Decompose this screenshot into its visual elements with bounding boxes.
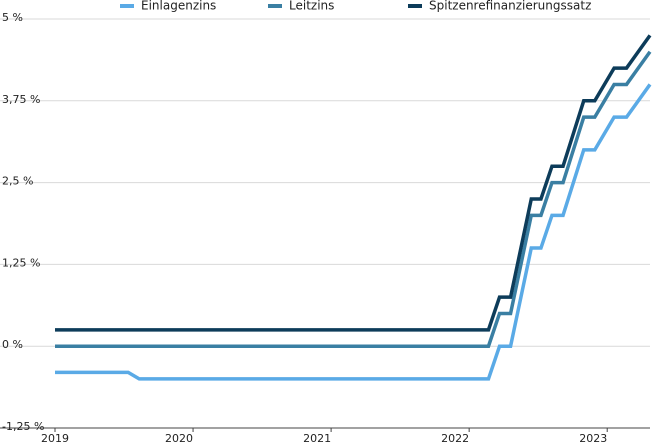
x-tick-label: 2022 bbox=[441, 432, 469, 445]
x-tick-label: 2023 bbox=[579, 432, 607, 445]
x-tick-label: 2020 bbox=[165, 432, 193, 445]
y-tick-label: 5 % bbox=[2, 11, 23, 24]
series-line bbox=[55, 50, 652, 348]
legend-label: Spitzenrefinanzierungssatz bbox=[429, 0, 591, 13]
series-line bbox=[55, 34, 652, 332]
legend-label: Leitzins bbox=[289, 0, 334, 13]
y-tick-label: 2,5 % bbox=[2, 175, 33, 188]
y-tick-label: 0 % bbox=[2, 338, 23, 351]
x-tick-label: 2021 bbox=[303, 432, 331, 445]
x-tick-label: 2019 bbox=[41, 432, 69, 445]
series-line bbox=[55, 83, 652, 381]
y-tick-label: -1,25 % bbox=[2, 420, 44, 433]
legend-label: Einlagenzins bbox=[141, 0, 216, 13]
y-tick-label: 1,25 % bbox=[2, 256, 40, 269]
y-tick-label: 3,75 % bbox=[2, 93, 40, 106]
